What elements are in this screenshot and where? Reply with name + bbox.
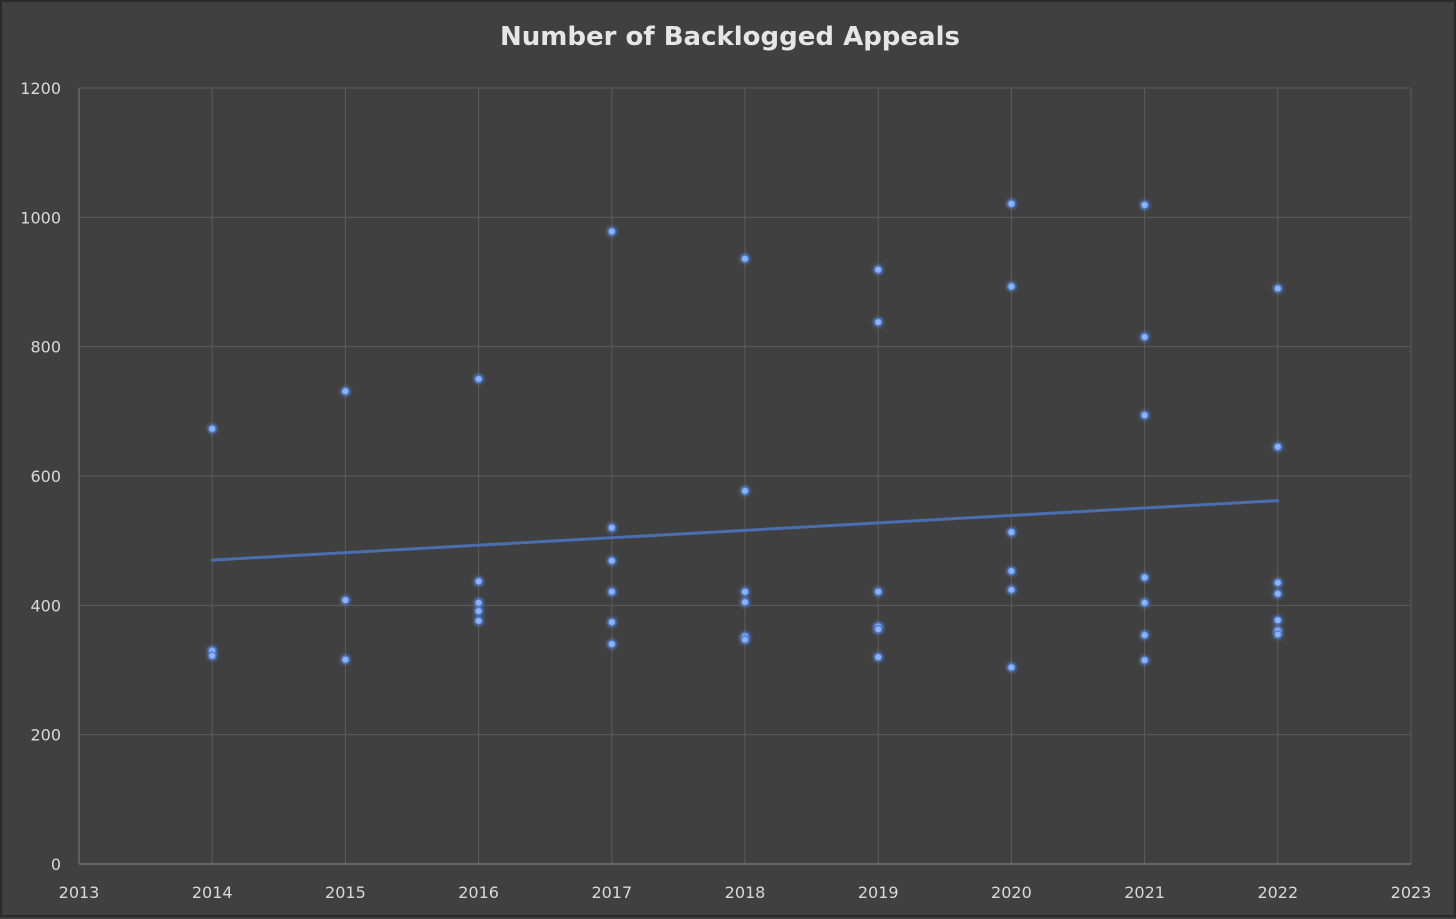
data-point <box>474 606 483 616</box>
data-point <box>474 598 483 607</box>
data-point <box>1273 589 1283 598</box>
data-point <box>1007 585 1016 595</box>
x-tick-label: 2016 <box>458 883 499 902</box>
x-axis-tick-labels: 2013 2014 2015 2016 2017 2018 2019 2020 2021 2022… <box>59 883 1432 902</box>
x-tick-label: 2017 <box>591 883 632 902</box>
data-point <box>740 254 750 263</box>
data-point <box>474 616 483 626</box>
chart-title: Number of Backlogged Appeals <box>500 22 960 52</box>
x-tick-label: 2015 <box>325 883 366 902</box>
y-tick-label: 200 <box>30 726 61 745</box>
data-point <box>607 617 617 627</box>
trendline <box>210 499 1280 562</box>
data-point <box>874 265 883 274</box>
data-point <box>1273 630 1283 639</box>
data-point <box>1007 282 1016 291</box>
gridlines <box>78 87 1412 865</box>
data-points <box>207 199 1283 672</box>
data-point <box>1007 566 1016 576</box>
data-point <box>1273 616 1283 625</box>
data-point <box>341 655 350 664</box>
y-tick-label: 800 <box>30 338 61 357</box>
data-point <box>740 597 750 607</box>
x-tick-label: 2014 <box>192 883 233 902</box>
data-point <box>207 651 217 660</box>
data-point <box>1007 528 1016 537</box>
data-point <box>1273 442 1283 452</box>
data-point <box>740 635 750 644</box>
data-point <box>474 577 483 586</box>
data-point <box>1140 656 1149 665</box>
data-point <box>607 587 617 596</box>
data-point <box>1140 630 1149 640</box>
data-point <box>341 595 350 605</box>
data-point <box>874 652 883 662</box>
data-point <box>1273 284 1283 293</box>
x-tick-label: 2022 <box>1257 883 1298 902</box>
x-tick-label: 2018 <box>725 883 766 902</box>
data-point <box>1140 411 1149 420</box>
y-tick-label: 600 <box>30 467 61 486</box>
data-point <box>1007 663 1016 672</box>
x-tick-label: 2021 <box>1124 883 1165 902</box>
y-tick-label: 1200 <box>20 79 61 98</box>
x-tick-label: 2013 <box>59 883 100 902</box>
y-tick-label: 0 <box>51 855 61 874</box>
data-point <box>874 587 883 596</box>
x-tick-label: 2020 <box>991 883 1032 902</box>
y-axis-tick-labels: 0 200 400 600 800 1000 1200 <box>20 79 61 874</box>
data-point <box>474 374 483 384</box>
trendline-layer <box>210 499 1280 562</box>
data-point <box>207 424 217 433</box>
data-point <box>740 587 750 596</box>
data-point <box>1140 332 1149 342</box>
x-tick-label: 2019 <box>858 883 899 902</box>
y-tick-label: 400 <box>30 596 61 615</box>
data-point <box>1007 199 1016 208</box>
y-tick-label: 1000 <box>20 208 61 227</box>
data-point <box>874 625 883 634</box>
data-point <box>607 523 617 532</box>
data-point <box>1140 573 1149 582</box>
x-tick-label: 2023 <box>1391 883 1432 902</box>
data-point <box>607 556 617 565</box>
data-point <box>341 387 350 396</box>
data-point <box>1140 200 1149 210</box>
data-point <box>874 317 883 327</box>
data-point <box>607 227 617 236</box>
data-point <box>1273 578 1283 587</box>
data-point <box>740 486 750 496</box>
data-point <box>607 639 617 649</box>
data-point <box>1140 598 1149 607</box>
